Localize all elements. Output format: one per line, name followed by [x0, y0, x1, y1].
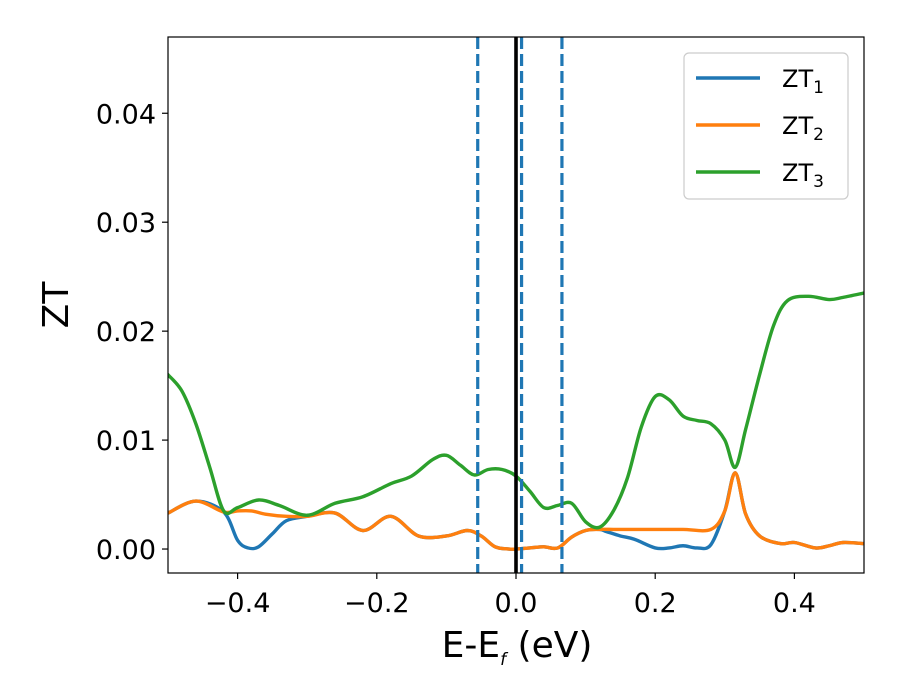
- legend-label-zt1: ZT1: [782, 65, 824, 98]
- x-tick-label: 0.0: [495, 588, 538, 619]
- legend: ZT1 ZT2 ZT3: [683, 52, 849, 200]
- y-tick-label: 0.01: [96, 426, 156, 457]
- y-axis-label: ZT: [36, 281, 77, 329]
- series-lines: [168, 291, 864, 551]
- y-tick-label: 0.04: [96, 99, 156, 130]
- legend-label-zt3: ZT3: [782, 159, 824, 192]
- x-axis-ticks: −0.4 −0.2 0.0 0.2 0.4: [205, 573, 816, 619]
- y-tick-label: 0.00: [96, 535, 156, 566]
- x-tick-label: 0.2: [634, 588, 677, 619]
- series-line-zt2: [168, 471, 864, 551]
- x-axis-label: E-Ef (eV): [442, 625, 593, 670]
- y-axis-ticks: 0.00 0.01 0.02 0.03 0.04: [96, 99, 168, 566]
- x-tick-label: −0.4: [205, 588, 271, 619]
- x-tick-label: −0.2: [344, 588, 410, 619]
- reference-lines: [476, 37, 564, 573]
- x-tick-label: 0.4: [773, 588, 816, 619]
- series-line-zt3: [168, 291, 864, 530]
- legend-box: [683, 52, 849, 200]
- y-tick-label: 0.03: [96, 208, 156, 239]
- legend-label-zt2: ZT2: [782, 112, 824, 145]
- y-tick-label: 0.02: [96, 317, 156, 348]
